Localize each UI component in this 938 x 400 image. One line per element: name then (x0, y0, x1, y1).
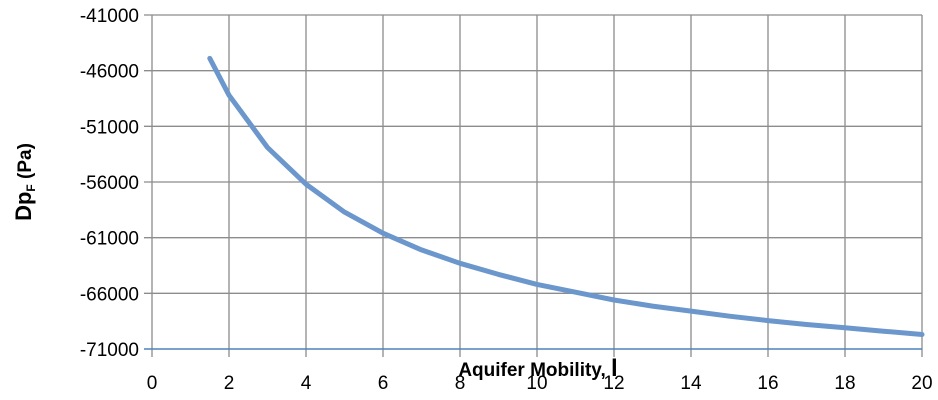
y-tick-label: -56000 (80, 173, 139, 194)
y-tick-label: -66000 (80, 284, 139, 305)
x-axis-title-text: Aquifer Mobility, (458, 360, 611, 381)
y-tick-label: -46000 (80, 62, 139, 83)
y-tick-label: -61000 (80, 229, 139, 250)
tick-labels: 0 2 4 6 8 10 12 14 16 18 20 -41000 -46000 -51000 -5600… (80, 6, 933, 394)
y-tick-label: -51000 (80, 117, 139, 138)
x-tick-label: 12 (603, 373, 624, 394)
x-tick-label: 10 (526, 373, 547, 394)
x-tick-label: 20 (911, 373, 932, 394)
y-axis-title-main: Dp (11, 192, 36, 221)
y-axis-title-unit: (Pa) (15, 143, 36, 184)
x-tick-label: 2 (224, 373, 235, 394)
y-axis-title: DpF (Pa) (11, 143, 38, 221)
x-axis-title-symbol: l (611, 355, 618, 382)
axes (144, 15, 922, 357)
x-tick-label: 18 (834, 373, 855, 394)
x-tick-label: 8 (455, 373, 466, 394)
series-line (207, 55, 925, 337)
x-tick-label: 6 (378, 373, 389, 394)
series-group (207, 55, 925, 337)
x-tick-label: 4 (301, 373, 312, 394)
x-tick-label: 0 (147, 373, 158, 394)
x-tick-label: 14 (680, 373, 702, 394)
y-tick-label: -41000 (80, 6, 139, 27)
y-axis-title-sub: F (24, 184, 38, 191)
x-tick-label: 16 (757, 373, 778, 394)
grid-lines (144, 14, 923, 357)
y-tick-label: -71000 (80, 340, 139, 361)
x-axis-title: Aquifer Mobility, l (458, 355, 617, 382)
